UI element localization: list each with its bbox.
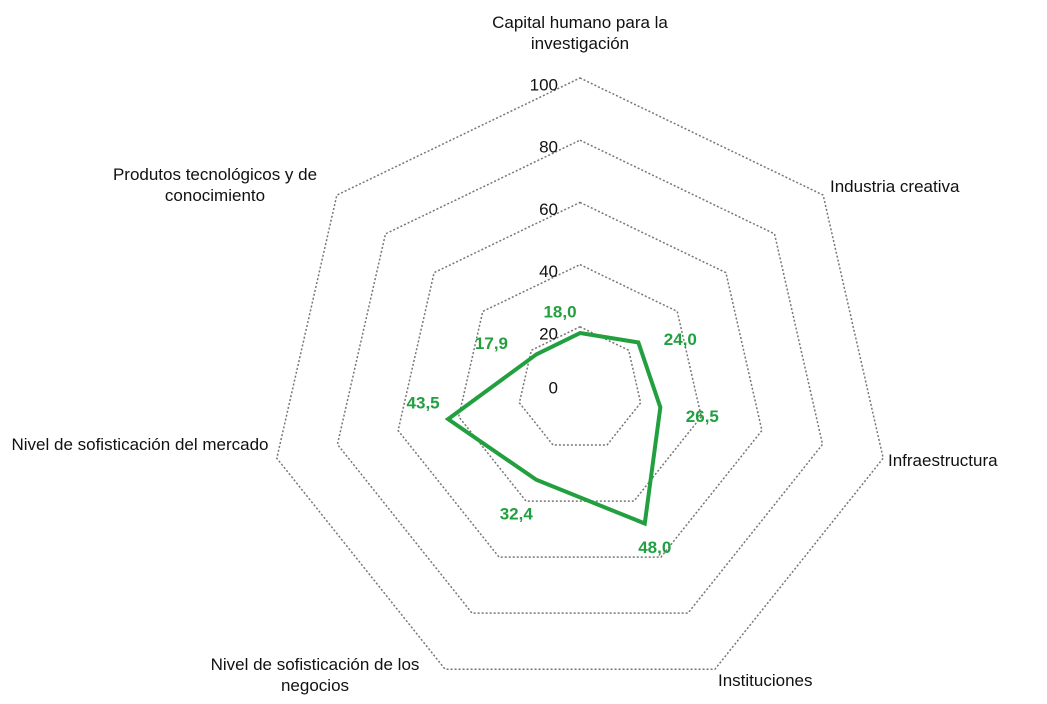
data-label: 17,9 [475,334,508,353]
category-label: Produtos tecnológicos y de conocimiento [112,165,318,205]
grid-ring [397,201,763,558]
y-tick-label: 20 [539,324,558,343]
data-label: 32,4 [500,504,534,523]
category-label: Industria creativa [830,177,960,196]
grid-ring [457,263,703,502]
data-label: 48,0 [638,538,671,557]
data-line [444,330,663,527]
y-tick-label: 60 [539,200,558,219]
category-label: Infraestructura [888,451,998,470]
category-label: Capital humano para la investigación [492,13,668,53]
data-label: 43,5 [407,394,440,413]
category-label: Instituciones [718,671,813,690]
category-label: Nivel de sofisticación de los negocios [210,655,420,695]
y-tick-label: 0 [549,378,558,397]
grid-ring [275,77,885,670]
data-label: 24,0 [664,330,697,349]
category-label: Nivel de sofisticación del mercado [11,435,269,454]
y-tick-label: 80 [539,138,558,157]
y-tick-label: 100 [530,75,558,94]
data-label: 26,5 [686,407,719,426]
data-label: 18,0 [543,303,576,322]
y-tick-label: 40 [539,262,558,281]
grid-ring [518,325,642,446]
